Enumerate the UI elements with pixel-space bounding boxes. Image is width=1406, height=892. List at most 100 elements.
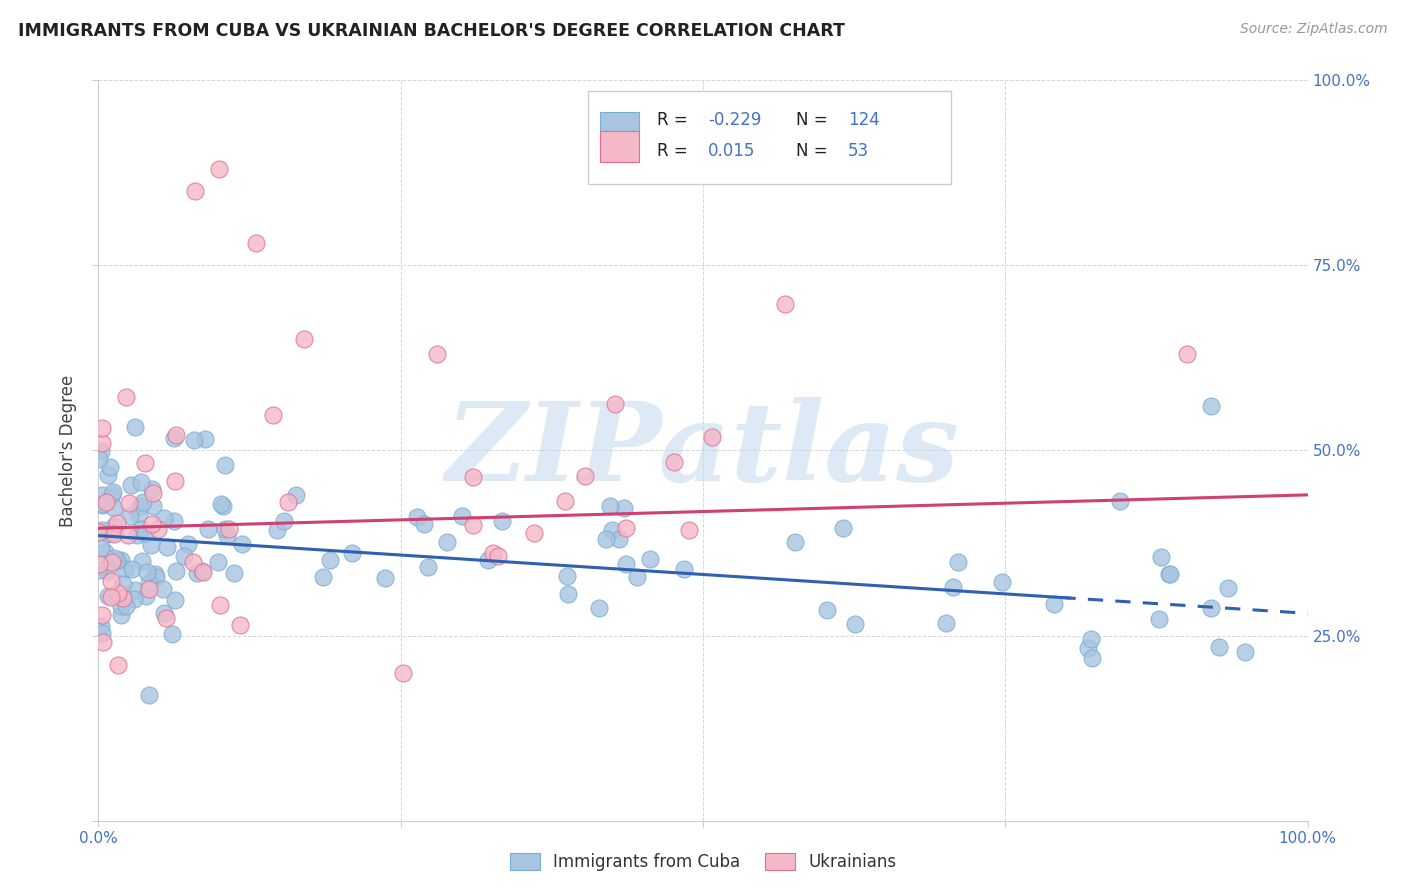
Point [124, 582, 146, 597]
Point [128, 507, 150, 521]
Point [93, 545, 115, 559]
FancyBboxPatch shape [588, 91, 950, 184]
Point [678, 523, 700, 537]
Point [114, 390, 136, 404]
Point [101, 526, 124, 541]
Point [600, 523, 623, 537]
Point [117, 496, 139, 510]
Point [138, 576, 160, 591]
Point [96, 527, 118, 541]
Point [557, 587, 579, 601]
Text: 53: 53 [848, 142, 869, 160]
Point [1233, 645, 1256, 659]
Point [162, 627, 184, 641]
Point [1080, 651, 1102, 665]
Point [101, 488, 124, 502]
Point [626, 569, 648, 583]
Point [101, 555, 124, 569]
Point [152, 510, 174, 524]
Point [177, 537, 200, 551]
Point [110, 607, 132, 622]
Point [523, 525, 546, 540]
Point [129, 499, 152, 513]
Point [605, 397, 627, 411]
Point [481, 546, 503, 560]
Point [1159, 567, 1181, 582]
Point [1149, 612, 1171, 626]
Point [134, 456, 156, 470]
Point [91, 436, 114, 450]
Point [208, 162, 231, 177]
Point [1159, 567, 1181, 582]
Point [211, 500, 233, 514]
Point [103, 501, 125, 516]
Point [672, 561, 695, 575]
Point [90, 618, 112, 632]
Point [136, 565, 159, 579]
Point [153, 606, 176, 620]
Point [127, 528, 149, 542]
Point [139, 537, 162, 551]
Point [231, 537, 253, 551]
Point [142, 499, 165, 513]
Point [91, 499, 114, 513]
Point [96, 468, 118, 483]
Point [114, 562, 136, 576]
Point [105, 553, 128, 567]
Point [129, 475, 152, 490]
Point [613, 500, 636, 515]
Point [426, 347, 449, 361]
Point [105, 516, 128, 530]
Text: -0.229: -0.229 [707, 111, 761, 128]
Point [100, 590, 122, 604]
Point [107, 586, 129, 600]
Point [110, 553, 132, 567]
Point [214, 522, 236, 536]
Point [162, 431, 184, 445]
Point [990, 574, 1012, 589]
Text: 0.015: 0.015 [707, 142, 755, 160]
Legend: Immigrants from Cuba, Ukrainians: Immigrants from Cuba, Ukrainians [501, 845, 905, 880]
Point [463, 470, 485, 484]
Point [1150, 549, 1173, 564]
Point [91, 634, 114, 648]
Point [1042, 597, 1064, 611]
Point [124, 419, 146, 434]
Point [142, 486, 165, 500]
Point [193, 565, 215, 579]
Point [156, 541, 179, 555]
Point [413, 516, 436, 531]
Point [614, 521, 637, 535]
Point [312, 570, 335, 584]
Text: N =: N = [796, 111, 832, 128]
Text: 124: 124 [848, 111, 880, 128]
Point [416, 559, 439, 574]
Point [638, 552, 661, 566]
Point [946, 555, 969, 569]
Point [87, 452, 110, 467]
FancyBboxPatch shape [600, 112, 638, 144]
Text: ZIPatlas: ZIPatlas [446, 397, 960, 504]
Point [194, 432, 217, 446]
Point [96, 564, 118, 578]
Point [184, 184, 207, 198]
Point [942, 580, 965, 594]
Point [145, 570, 167, 584]
Point [103, 526, 125, 541]
Point [91, 421, 114, 435]
Point [191, 564, 214, 578]
Point [129, 522, 152, 536]
Text: R =: R = [657, 142, 693, 160]
Point [215, 528, 238, 542]
Point [103, 519, 125, 533]
Point [463, 518, 485, 533]
Point [181, 556, 204, 570]
Point [273, 514, 295, 528]
Point [700, 430, 723, 444]
Point [935, 615, 957, 630]
Point [374, 571, 396, 585]
Point [588, 600, 610, 615]
Point [229, 618, 252, 632]
Point [165, 475, 187, 489]
Point [110, 599, 132, 613]
